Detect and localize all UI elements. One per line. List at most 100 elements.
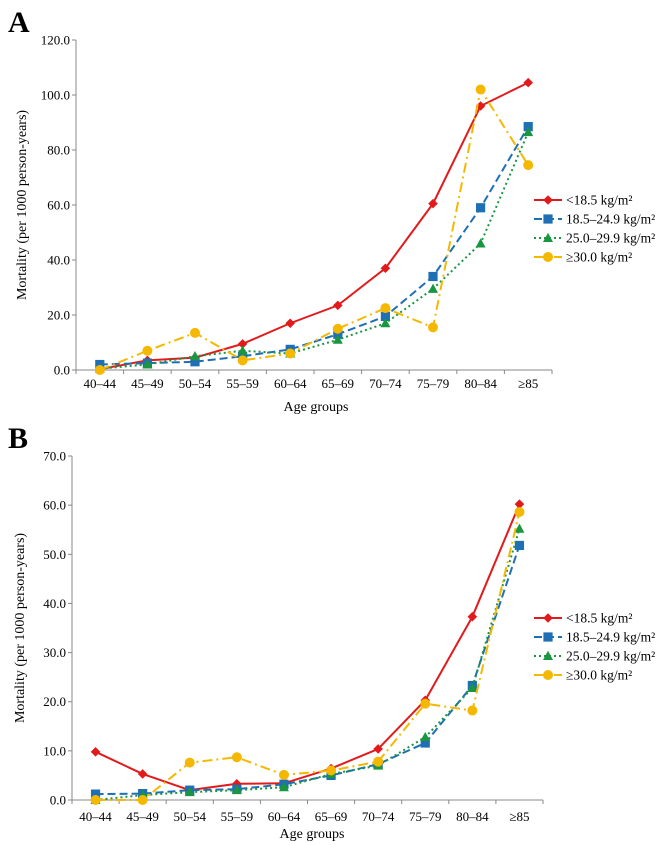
panel-a-data-point <box>333 300 343 311</box>
panel-a-series-line <box>99 126 530 366</box>
panel-b-x-tick-label: ≥85 <box>509 809 529 824</box>
panel-b-legend-label: ≥30.0 kg/m² <box>566 668 632 683</box>
panel-b-series-line <box>95 511 521 801</box>
panel-a-legend-label: 25.0–29.9 kg/m² <box>566 231 655 246</box>
panel-a-data-point <box>380 311 390 321</box>
panel-a-legend: <18.5 kg/m² 18.5–24.9 kg/m² 25.0–29.9 kg/m… <box>534 193 655 265</box>
panel-a-x-tick-label: 75–79 <box>417 376 450 391</box>
panel-a-data-point <box>380 318 391 328</box>
panel-b-x-tick-label: 75–79 <box>409 809 442 824</box>
panel-a-x-tick-label: 65–69 <box>322 376 355 391</box>
panel-b-data-point <box>514 540 525 551</box>
panel-b-series-line <box>95 545 521 796</box>
panel-b-data-point <box>373 756 384 767</box>
panel-a-label: A <box>8 6 30 39</box>
panel-b-series-line <box>95 528 521 801</box>
panel-b-data-point <box>514 523 525 533</box>
panel-a-x-tick-label: 70–74 <box>369 376 402 391</box>
panel-a-data-point <box>475 84 486 95</box>
panel-a-data-point <box>475 101 486 111</box>
panel-b-data-point <box>231 784 242 795</box>
panel-a-x-tick-label: 40–44 <box>84 376 117 391</box>
panel-a-y-tick-label: 60.0 <box>47 198 70 213</box>
panel-a-data-point <box>332 334 343 344</box>
panel-a-y-tick-label: 40.0 <box>47 253 70 268</box>
panel-b-y-tick-label: 50.0 <box>43 547 66 562</box>
panel-a-chart: A 0.0 20.0 40.0 60.0 80.0 100.0 120.0 40–44 45–49… <box>8 6 655 415</box>
panel-a-data-point <box>332 323 343 334</box>
panel-b-legend-label: 25.0–29.9 kg/m² <box>566 649 655 664</box>
panel-a-series-4 <box>94 84 534 375</box>
panel-b-series-4 <box>90 507 525 805</box>
panel-a-data-point <box>380 303 391 314</box>
panel-a-data-point <box>475 238 486 248</box>
panel-a-data-point <box>428 198 438 209</box>
panel-b-data-point <box>420 731 431 742</box>
panel-a-series-line <box>99 131 530 370</box>
panel-b-y-tick-label: 20.0 <box>43 694 66 709</box>
panel-b-x-tick-label: 65–69 <box>315 809 348 824</box>
panel-a-data-point <box>523 77 533 88</box>
panel-b-y-tick-label: 60.0 <box>43 498 66 513</box>
panel-b-series-2 <box>90 540 525 799</box>
panel-a-data-point <box>523 122 533 132</box>
panel-b-data-point <box>137 769 148 779</box>
panel-b-legend-marker <box>543 670 553 680</box>
panel-b-data-point <box>467 682 478 692</box>
panel-a-data-point <box>237 339 248 349</box>
panel-b-data-point <box>184 757 195 768</box>
panel-a-legend-label: <18.5 kg/m² <box>566 193 632 208</box>
panel-a-series-line <box>99 88 530 371</box>
panel-a-series-2 <box>95 122 533 370</box>
panel-b-series-3 <box>90 523 525 804</box>
panel-b-series-1 <box>90 499 525 795</box>
panel-a-series-3 <box>94 126 534 373</box>
panel-b-y-tick-label: 0.0 <box>50 793 66 808</box>
panel-a-legend-label: ≥30.0 kg/m² <box>566 250 632 265</box>
panel-b-legend-label: 18.5–24.9 kg/m² <box>566 630 655 645</box>
panel-b-legend-marker <box>543 632 553 642</box>
panel-b-data-point <box>137 795 148 805</box>
panel-a-data-point <box>94 365 105 375</box>
panel-a-legend-marker <box>543 195 553 205</box>
panel-a-data-point <box>285 348 296 359</box>
panel-b-data-point <box>514 499 525 509</box>
panel-a-x-tick-label: 55–59 <box>226 376 259 391</box>
panel-b-data-point <box>278 769 289 780</box>
panel-b-legend: <18.5 kg/m² 18.5–24.9 kg/m² 25.0–29.9 kg/m… <box>534 611 655 683</box>
panel-a-data-point <box>237 355 248 366</box>
panel-b-x-tick-label: 70–74 <box>362 809 395 824</box>
panel-a-data-point <box>142 345 153 356</box>
panel-a-legend-marker <box>543 232 553 242</box>
panel-a-y-tick-label: 100.0 <box>41 88 70 103</box>
panel-b-data-point <box>90 747 101 757</box>
panel-b-x-tick-label: 45–49 <box>126 809 159 824</box>
panel-a-data-point <box>380 263 391 274</box>
panel-b-label: B <box>8 422 28 455</box>
panel-b-data-point <box>278 782 289 792</box>
panel-a-y-tick-label: 20.0 <box>47 308 70 323</box>
panel-b-chart: B 0.0 10.0 20.0 30.0 40.0 50.0 60.0 70.0 40–44 45–… <box>8 422 655 842</box>
panel-b-x-tick-label: 55–59 <box>221 809 254 824</box>
panel-a-legend-marker <box>543 252 553 262</box>
panel-a-y-tick-label: 0.0 <box>54 363 70 378</box>
panel-b-data-point <box>90 789 101 799</box>
panel-a-legend-marker <box>543 214 553 224</box>
panel-a-x-tick-label: 50–54 <box>179 376 212 391</box>
panel-a-y-tick-label: 120.0 <box>41 33 70 48</box>
panel-a-data-point <box>237 345 248 355</box>
panel-a-data-point <box>190 357 200 367</box>
panel-a-data-point <box>428 283 438 293</box>
panel-b-legend-marker <box>543 650 553 660</box>
panel-b-data-point <box>420 698 431 709</box>
panel-a-x-axis-title: Age groups <box>284 400 349 415</box>
panel-a-data-point <box>428 322 438 333</box>
panel-a-data-point <box>523 126 534 137</box>
panel-a-data-point <box>476 203 486 213</box>
panel-b-y-tick-label: 10.0 <box>43 743 66 758</box>
panel-a-x-tick-label: ≥85 <box>518 376 538 391</box>
panel-a-data-point <box>190 351 200 361</box>
panel-b-data-point <box>373 744 383 754</box>
panel-b-y-tick-label: 70.0 <box>43 449 66 464</box>
